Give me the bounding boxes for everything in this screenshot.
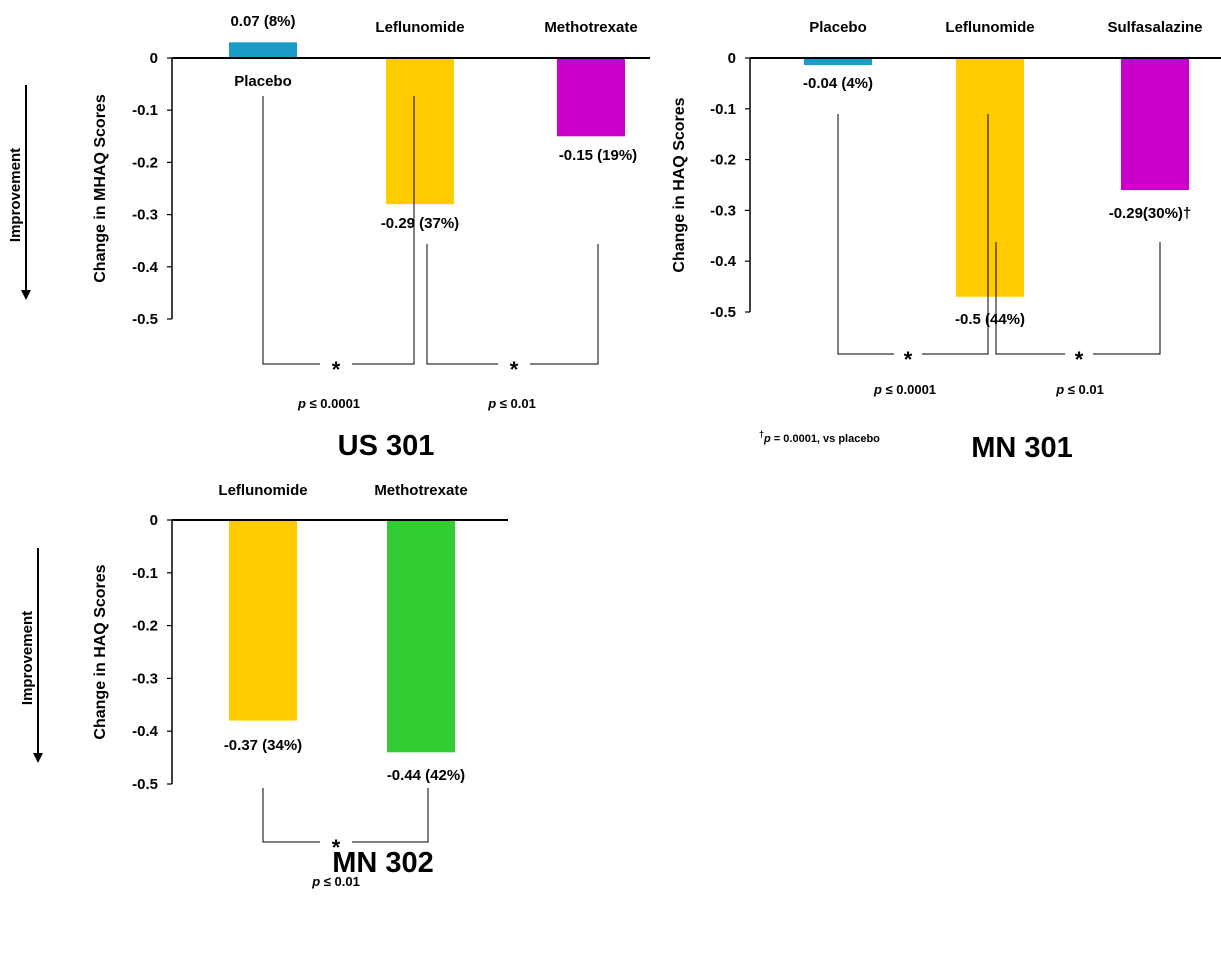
- y-axis-title: Change in HAQ Scores: [671, 97, 688, 272]
- y-tick-label: -0.4: [710, 253, 737, 270]
- category-label: Placebo: [809, 19, 867, 36]
- significance-bracket: * p ≤ 0.01: [426, 244, 599, 411]
- bar: [387, 520, 455, 753]
- chart-panel-1: 0 -0.1 -0.2 -0.3 -0.4 -0.5 Change in MHAQ Scor…: [7, 13, 650, 462]
- data-label: 0.07 (8%): [230, 13, 295, 30]
- category-label: Leflunomide: [945, 19, 1034, 36]
- p-threshold: ≤ 0.01: [1064, 382, 1104, 397]
- y-tick-label: -0.5: [132, 776, 158, 793]
- chart-panel-2: 0 -0.1 -0.2 -0.3 -0.4 -0.5 Change in HAQ Score…: [671, 19, 1221, 464]
- p-symbol: p: [311, 874, 320, 889]
- bar: [1121, 58, 1189, 191]
- p-symbol: p: [487, 396, 496, 411]
- y-axis-title: Change in HAQ Scores: [92, 564, 109, 739]
- y-tick-label: -0.1: [132, 102, 158, 119]
- significance-bracket: * p ≤ 0.01: [262, 788, 429, 889]
- chart-panel-3: 0 -0.1 -0.2 -0.3 -0.4 -0.5 Change in HAQ Score…: [19, 482, 508, 889]
- data-label: -0.44 (42%): [387, 767, 465, 784]
- bracket-line-left: [262, 788, 320, 843]
- chart-title: MN 302: [332, 847, 434, 879]
- y-tick-label: -0.1: [132, 565, 158, 582]
- chart-title: US 301: [338, 430, 435, 462]
- significance-marker: *: [332, 357, 341, 382]
- y-tick-label: -0.3: [132, 670, 158, 687]
- p-symbol: p: [297, 396, 306, 411]
- footnote: †p = 0.0001, vs placebo: [759, 429, 880, 445]
- significance-marker: *: [1075, 347, 1084, 372]
- significance-bracket: * p ≤ 0.01: [995, 242, 1161, 397]
- category-label: Methotrexate: [544, 19, 637, 36]
- bracket-line-right: [530, 244, 599, 365]
- category-label: Leflunomide: [375, 19, 464, 36]
- footnote-text: = 0.0001, vs placebo: [771, 433, 880, 445]
- p-symbol: p: [763, 433, 771, 445]
- y-tick-label: 0: [728, 50, 736, 67]
- bar: [229, 520, 297, 721]
- category-label: Placebo: [234, 73, 292, 90]
- bar: [557, 58, 625, 137]
- data-label: -0.15 (19%): [559, 147, 637, 164]
- p-value-label: p ≤ 0.0001: [873, 382, 936, 397]
- significance-bracket: * p ≤ 0.0001: [262, 96, 415, 411]
- y-tick-label: -0.5: [710, 304, 736, 321]
- y-tick-label: 0: [150, 512, 158, 529]
- significance-bracket: * p ≤ 0.0001: [837, 114, 989, 397]
- chart-title: MN 301: [971, 432, 1073, 464]
- y-tick-label: -0.5: [132, 311, 158, 328]
- p-value-label: p ≤ 0.0001: [297, 396, 360, 411]
- data-label: -0.37 (34%): [224, 737, 302, 754]
- y-tick-label: -0.3: [132, 207, 158, 224]
- p-threshold: ≤ 0.01: [320, 874, 360, 889]
- bar: [229, 42, 297, 58]
- bar: [956, 58, 1024, 297]
- improvement-indicator: Improvement: [7, 85, 31, 300]
- y-tick-label: -0.4: [132, 723, 159, 740]
- p-threshold: ≤ 0.0001: [306, 396, 360, 411]
- y-tick-label: -0.2: [132, 618, 158, 635]
- bracket-line-right: [922, 114, 989, 355]
- y-tick-label: -0.3: [710, 202, 736, 219]
- dagger-symbol: †: [759, 429, 764, 439]
- bracket-line-right: [352, 788, 429, 843]
- improvement-label: Improvement: [19, 611, 36, 705]
- p-value-label: p ≤ 0.01: [487, 396, 536, 411]
- data-label: -0.29(30%)†: [1109, 205, 1192, 222]
- category-label: Leflunomide: [218, 482, 307, 499]
- bar: [804, 58, 872, 66]
- significance-marker: *: [904, 347, 913, 372]
- p-value-label: p ≤ 0.01: [1055, 382, 1104, 397]
- category-label: Methotrexate: [374, 482, 467, 499]
- category-label: Sulfasalazine: [1107, 19, 1202, 36]
- y-tick-label: -0.2: [710, 152, 736, 169]
- data-label: -0.29 (37%): [381, 215, 459, 232]
- y-axis-title: Change in MHAQ Scores: [92, 94, 109, 283]
- bracket-line-left: [995, 242, 1065, 355]
- bracket-line-right: [352, 96, 415, 365]
- bracket-line-left: [262, 96, 320, 365]
- y-tick-label: -0.4: [132, 259, 159, 276]
- y-tick-label: -0.1: [710, 101, 736, 118]
- y-tick-label: 0: [150, 50, 158, 67]
- improvement-label: Improvement: [7, 148, 24, 242]
- significance-marker: *: [332, 835, 341, 860]
- p-symbol: p: [873, 382, 882, 397]
- improvement-indicator: Improvement: [19, 548, 43, 763]
- p-threshold: ≤ 0.0001: [882, 382, 936, 397]
- y-tick-label: -0.2: [132, 154, 158, 171]
- significance-marker: *: [510, 357, 519, 382]
- data-label: -0.04 (4%): [803, 75, 873, 92]
- p-symbol: p: [1055, 382, 1064, 397]
- p-threshold: ≤ 0.01: [496, 396, 536, 411]
- data-label: -0.5 (44%): [955, 311, 1025, 328]
- bracket-line-right: [1093, 242, 1161, 355]
- bracket-line-left: [837, 114, 894, 355]
- bracket-line-left: [426, 244, 498, 365]
- bar: [386, 58, 454, 205]
- p-value-label: p ≤ 0.01: [311, 874, 360, 889]
